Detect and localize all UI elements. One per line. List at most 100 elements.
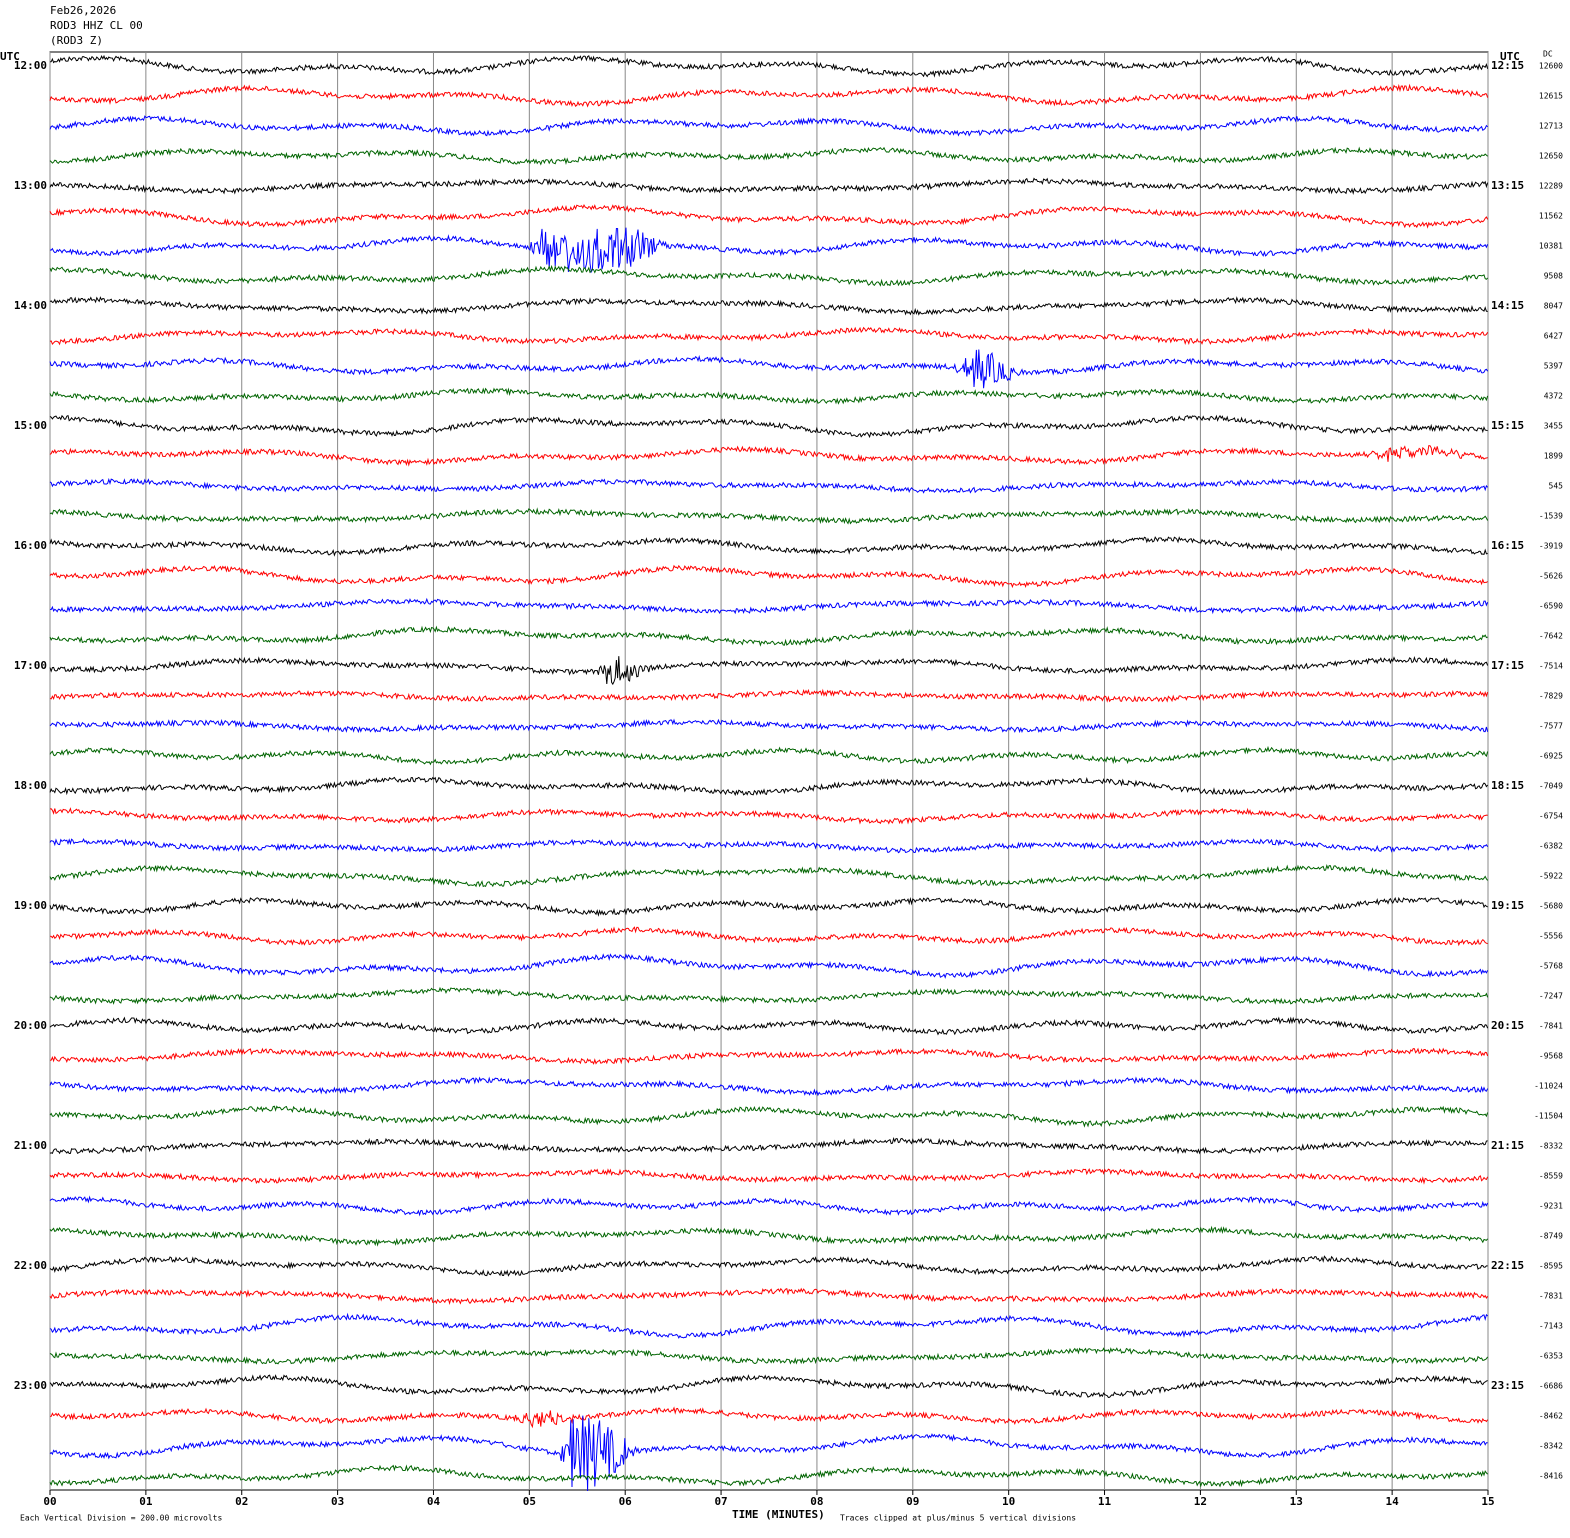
left-time-label: 15:00 <box>14 419 47 432</box>
trace <box>49 264 1488 287</box>
dc-value: -8416 <box>1539 1472 1563 1481</box>
left-time-label: 21:00 <box>14 1139 47 1152</box>
dc-value: -5556 <box>1539 932 1563 941</box>
dc-value: -8595 <box>1539 1262 1563 1271</box>
trace <box>49 1047 1489 1065</box>
right-time-label: 16:15 <box>1491 539 1524 552</box>
x-tick-label: 11 <box>1098 1495 1112 1508</box>
trace <box>49 227 1489 274</box>
dc-value: -8342 <box>1539 1442 1563 1451</box>
trace <box>49 1137 1488 1155</box>
dc-value: -7143 <box>1539 1322 1563 1331</box>
trace <box>49 296 1488 316</box>
trace <box>49 1347 1489 1365</box>
trace <box>49 146 1488 166</box>
trace <box>49 625 1488 647</box>
trace <box>49 1312 1488 1339</box>
x-tick-label: 04 <box>427 1495 441 1508</box>
x-tick-label: 15 <box>1481 1495 1494 1508</box>
right-time-label: 14:15 <box>1491 299 1524 312</box>
trace <box>49 718 1489 734</box>
dc-value: -7577 <box>1539 722 1563 731</box>
dc-value: 12289 <box>1539 182 1563 191</box>
left-time-label: 12:00 <box>14 59 47 72</box>
trace <box>49 1287 1489 1305</box>
trace <box>49 177 1489 196</box>
dc-value: 8047 <box>1544 302 1563 311</box>
dc-value: -6382 <box>1539 842 1563 851</box>
dc-value: 6427 <box>1544 332 1563 341</box>
right-time-label: 22:15 <box>1491 1259 1524 1272</box>
dc-value: -8749 <box>1539 1232 1563 1241</box>
trace <box>49 597 1489 615</box>
right-axis-title: UTC <box>1500 50 1520 63</box>
right-time-label: 17:15 <box>1491 659 1524 672</box>
trace <box>49 838 1489 854</box>
trace <box>49 688 1489 703</box>
header-line: Feb26,2026 <box>50 4 116 17</box>
trace <box>49 326 1489 346</box>
dc-value: -11504 <box>1534 1112 1563 1121</box>
x-tick-label: 14 <box>1386 1495 1400 1508</box>
dc-value: -5768 <box>1539 962 1563 971</box>
x-tick-label: 01 <box>139 1495 153 1508</box>
dc-value: -8332 <box>1539 1142 1563 1151</box>
trace <box>49 864 1488 888</box>
right-time-label: 12:15 <box>1491 59 1524 72</box>
right-time-label: 21:15 <box>1491 1139 1524 1152</box>
dc-value: -11024 <box>1534 1082 1563 1091</box>
dc-value: 10381 <box>1539 242 1563 251</box>
dc-value: -9231 <box>1539 1202 1563 1211</box>
left-time-label: 16:00 <box>14 539 47 552</box>
dc-value: -1539 <box>1539 512 1563 521</box>
footer-clip: Traces clipped at plus/minus 5 vertical … <box>840 1514 1076 1523</box>
trace <box>49 745 1489 766</box>
trace <box>49 1016 1489 1036</box>
dc-value: -6754 <box>1539 812 1563 821</box>
left-time-label: 17:00 <box>14 659 47 672</box>
right-time-label: 20:15 <box>1491 1019 1524 1032</box>
trace <box>49 896 1488 917</box>
x-axis-label: TIME (MINUTES) <box>732 1508 825 1521</box>
dc-value: -8559 <box>1539 1172 1563 1181</box>
dc-value: 3455 <box>1544 422 1563 431</box>
right-time-label: 15:15 <box>1491 419 1524 432</box>
dc-value: -3919 <box>1539 542 1563 551</box>
dc-value: -5626 <box>1539 572 1563 581</box>
header-line: (ROD3 Z) <box>50 34 103 47</box>
trace <box>49 387 1489 405</box>
left-time-label: 13:00 <box>14 179 47 192</box>
dc-value: -6925 <box>1539 752 1563 761</box>
footer-scale: Each Vertical Division = 200.00 microvol… <box>20 1514 222 1523</box>
dc-value: -7514 <box>1539 662 1563 671</box>
x-tick-label: 12 <box>1194 1495 1207 1508</box>
dc-value: -7642 <box>1539 632 1563 641</box>
trace <box>49 1406 1489 1429</box>
dc-title: DC <box>1543 50 1553 59</box>
trace <box>49 54 1489 78</box>
dc-value: 4372 <box>1544 392 1563 401</box>
trace <box>49 204 1489 229</box>
dc-value: -7831 <box>1539 1292 1563 1301</box>
dc-value: 9508 <box>1544 272 1563 281</box>
trace <box>49 1195 1489 1217</box>
x-tick-label: 06 <box>619 1495 633 1508</box>
x-tick-label: 03 <box>331 1495 344 1508</box>
trace <box>49 507 1489 525</box>
dc-value: -7247 <box>1539 992 1563 1001</box>
right-time-label: 19:15 <box>1491 899 1524 912</box>
right-time-label: 13:15 <box>1491 179 1524 192</box>
left-time-label: 20:00 <box>14 1019 47 1032</box>
left-time-label: 14:00 <box>14 299 47 312</box>
dc-value: 12615 <box>1539 92 1563 101</box>
left-time-label: 18:00 <box>14 779 47 792</box>
trace <box>49 414 1488 439</box>
x-tick-label: 10 <box>1002 1495 1015 1508</box>
x-tick-label: 02 <box>235 1495 248 1508</box>
right-time-label: 18:15 <box>1491 779 1524 792</box>
trace <box>49 1464 1488 1488</box>
x-tick-label: 09 <box>906 1495 919 1508</box>
dc-value: 11562 <box>1539 212 1563 221</box>
trace <box>49 536 1488 557</box>
